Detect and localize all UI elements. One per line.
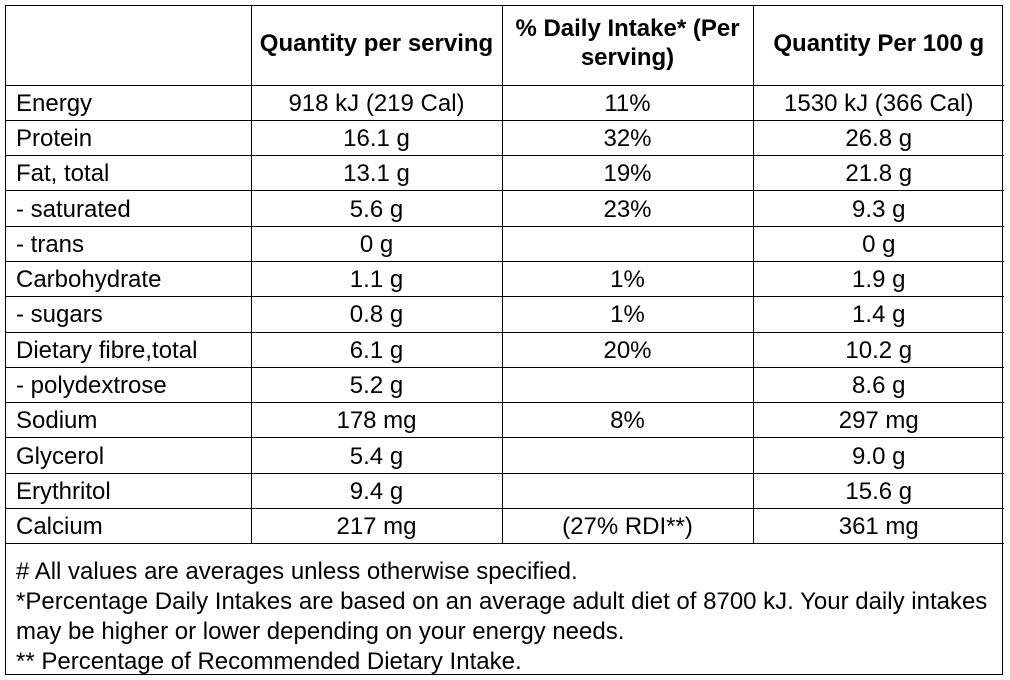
- footnote-averages: # All values are averages unless otherwi…: [16, 558, 578, 585]
- quantity-per-100g: 0 g: [752, 225, 1004, 262]
- daily-intake-percent: [501, 366, 754, 404]
- quantity-per-100g: 10.2 g: [752, 331, 1004, 368]
- quantity-per-serving: 9.4 g: [250, 472, 503, 510]
- table-row: Dietary fibre,total 6.1 g 20% 10.2 g: [6, 331, 1004, 368]
- nutrient-name: Glycerol: [6, 437, 252, 474]
- nutrition-table: Quantity per serving % Daily Intake* (Pe…: [6, 6, 1004, 545]
- quantity-per-serving: 1.1 g: [250, 260, 503, 298]
- nutrition-information-panel: Quantity per serving % Daily Intake* (Pe…: [5, 5, 1004, 677]
- quantity-per-serving: 5.2 g: [250, 366, 503, 404]
- daily-intake-percent: 1%: [501, 260, 754, 298]
- table-row: Carbohydrate 1.1 g 1% 1.9 g: [6, 260, 1004, 298]
- nutrient-name: Erythritol: [6, 472, 252, 510]
- nutrient-name: Energy: [6, 84, 252, 121]
- header-quantity-per-serving: Quantity per serving: [250, 6, 503, 86]
- nutrient-name: Dietary fibre,total: [6, 331, 252, 368]
- quantity-per-100g: 9.0 g: [752, 437, 1004, 474]
- quantity-per-serving: 16.1 g: [250, 119, 503, 157]
- daily-intake-percent: 11%: [501, 84, 754, 121]
- quantity-per-100g: 297 mg: [752, 402, 1004, 439]
- nutrient-name: Carbohydrate: [6, 260, 252, 298]
- footnote-daily-intake: *Percentage Daily Intakes are based on a…: [16, 588, 988, 645]
- daily-intake-percent: [501, 472, 754, 510]
- footnote-rdi: ** Percentage of Recommended Dietary Int…: [16, 648, 522, 675]
- table-row: - polydextrose 5.2 g 8.6 g: [6, 366, 1004, 404]
- nutrient-name: Sodium: [6, 402, 252, 439]
- table-row: Glycerol 5.4 g 9.0 g: [6, 437, 1004, 474]
- table-header-row: Quantity per serving % Daily Intake* (Pe…: [6, 6, 1004, 86]
- nutrient-name: Protein: [6, 119, 252, 157]
- footnotes: # All values are averages unless otherwi…: [16, 557, 992, 677]
- table-row: - sugars 0.8 g 1% 1.4 g: [6, 296, 1004, 333]
- table-row: Energy 918 kJ (219 Cal) 11% 1530 kJ (366…: [6, 84, 1004, 121]
- nutrient-name: - sugars: [6, 296, 252, 333]
- quantity-per-100g: 9.3 g: [752, 190, 1004, 227]
- daily-intake-percent: [501, 225, 754, 262]
- daily-intake-percent: (27% RDI**): [501, 508, 754, 545]
- nutrient-name: Fat, total: [6, 155, 252, 192]
- quantity-per-100g: 1530 kJ (366 Cal): [752, 84, 1004, 121]
- daily-intake-percent: 8%: [501, 402, 754, 439]
- table-row: - trans 0 g 0 g: [6, 225, 1004, 262]
- quantity-per-100g: 8.6 g: [752, 366, 1004, 404]
- daily-intake-percent: [501, 437, 754, 474]
- quantity-per-serving: 5.6 g: [250, 190, 503, 227]
- table-row: - saturated 5.6 g 23% 9.3 g: [6, 190, 1004, 227]
- quantity-per-serving: 0 g: [250, 225, 503, 262]
- header-nutrient: [6, 6, 252, 86]
- quantity-per-serving: 178 mg: [250, 402, 503, 439]
- nutrient-name: Calcium: [6, 508, 252, 545]
- quantity-per-serving: 5.4 g: [250, 437, 503, 474]
- table-row: Protein 16.1 g 32% 26.8 g: [6, 119, 1004, 157]
- daily-intake-percent: 19%: [501, 155, 754, 192]
- quantity-per-100g: 21.8 g: [752, 155, 1004, 192]
- quantity-per-serving: 0.8 g: [250, 296, 503, 333]
- nutrient-name: - trans: [6, 225, 252, 262]
- nutrient-name: - saturated: [6, 190, 252, 227]
- daily-intake-percent: 23%: [501, 190, 754, 227]
- daily-intake-percent: 20%: [501, 331, 754, 368]
- quantity-per-100g: 1.9 g: [752, 260, 1004, 298]
- table-row: Sodium 178 mg 8% 297 mg: [6, 402, 1004, 439]
- quantity-per-serving: 13.1 g: [250, 155, 503, 192]
- quantity-per-100g: 26.8 g: [752, 119, 1004, 157]
- table-row: Erythritol 9.4 g 15.6 g: [6, 472, 1004, 510]
- daily-intake-percent: 1%: [501, 296, 754, 333]
- header-daily-intake: % Daily Intake* (Per serving): [501, 6, 754, 86]
- header-quantity-per-100g: Quantity Per 100 g: [752, 6, 1004, 86]
- quantity-per-100g: 15.6 g: [752, 472, 1004, 510]
- quantity-per-serving: 918 kJ (219 Cal): [250, 84, 503, 121]
- daily-intake-percent: 32%: [501, 119, 754, 157]
- table-row: Fat, total 13.1 g 19% 21.8 g: [6, 155, 1004, 192]
- quantity-per-serving: 6.1 g: [250, 331, 503, 368]
- quantity-per-100g: 361 mg: [752, 508, 1004, 545]
- nutrient-name: - polydextrose: [6, 366, 252, 404]
- quantity-per-serving: 217 mg: [250, 508, 503, 545]
- quantity-per-100g: 1.4 g: [752, 296, 1004, 333]
- table-row: Calcium 217 mg (27% RDI**) 361 mg: [6, 508, 1004, 545]
